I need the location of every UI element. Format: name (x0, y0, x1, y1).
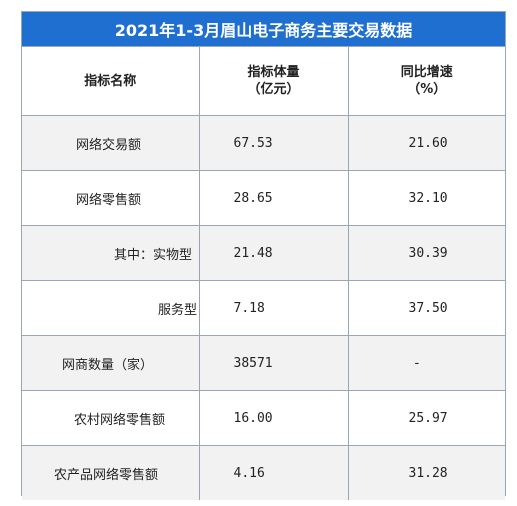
row-value: 4.16 (198, 445, 349, 500)
row-name: 其中：实物型 (22, 225, 200, 281)
row-name: 服务型 (22, 280, 200, 336)
table-row: 农产品网络零售额 4.16 31.28 (22, 445, 505, 500)
table-row: 其中：实物型 21.48 30.39 (22, 225, 505, 281)
row-growth: 31.28 (347, 445, 505, 500)
row-name: 农产品网络零售额 (22, 445, 200, 500)
header-name: 指标名称 (22, 47, 200, 116)
table-row: 服务型 7.18 37.50 (22, 280, 505, 336)
row-growth: 37.50 (347, 280, 505, 336)
row-value: 38571 (198, 335, 349, 391)
header-value-line2: （亿元） (247, 82, 300, 97)
data-table-container: 2021年1-3月眉山电子商务主要交易数据 指标名称 指标体量 （亿元） 同比增… (21, 11, 506, 500)
header-growth-line2: （%） (407, 82, 447, 97)
table-row: 网络交易额 67.53 21.60 (22, 115, 505, 171)
header-growth-line1: 同比增速 (400, 65, 453, 80)
row-name: 网商数量（家） (22, 335, 200, 391)
table-row: 网络零售额 28.65 32.10 (22, 170, 505, 226)
row-growth: 21.60 (347, 115, 505, 171)
table-row: 网商数量（家） 38571 - (22, 335, 505, 391)
table-header-row: 指标名称 指标体量 （亿元） 同比增速 （%） (22, 47, 505, 116)
row-growth: 30.39 (347, 225, 505, 281)
data-table: 指标名称 指标体量 （亿元） 同比增速 （%） 网络交易额 67.53 21.6… (22, 47, 505, 500)
header-value: 指标体量 （亿元） (198, 47, 349, 116)
row-value: 28.65 (198, 170, 349, 226)
row-growth: - (347, 335, 505, 391)
row-name: 网络交易额 (22, 115, 200, 171)
header-value-line1: 指标体量 (247, 65, 300, 80)
row-value: 67.53 (198, 115, 349, 171)
row-value: 16.00 (198, 390, 349, 446)
row-value: 21.48 (198, 225, 349, 281)
table-title: 2021年1-3月眉山电子商务主要交易数据 (22, 12, 505, 47)
row-growth: 25.97 (347, 390, 505, 446)
row-value: 7.18 (198, 280, 349, 336)
header-growth: 同比增速 （%） (347, 47, 505, 116)
row-name: 网络零售额 (22, 170, 200, 226)
row-growth: 32.10 (347, 170, 505, 226)
table-row: 农村网络零售额 16.00 25.97 (22, 390, 505, 446)
row-name: 农村网络零售额 (22, 390, 200, 446)
